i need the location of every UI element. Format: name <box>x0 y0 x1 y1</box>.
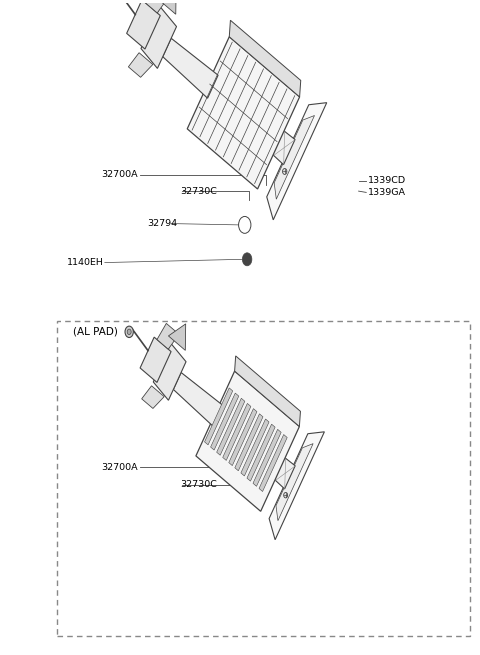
Bar <box>57 321 470 636</box>
Polygon shape <box>216 398 245 455</box>
Polygon shape <box>276 443 313 521</box>
Text: 32794: 32794 <box>147 219 178 228</box>
Text: 32700A: 32700A <box>101 170 138 179</box>
Polygon shape <box>187 37 300 189</box>
Polygon shape <box>253 429 281 486</box>
Polygon shape <box>128 52 153 77</box>
Polygon shape <box>235 356 300 426</box>
Circle shape <box>125 326 133 337</box>
Polygon shape <box>241 419 269 476</box>
Polygon shape <box>153 343 186 400</box>
Polygon shape <box>259 434 287 491</box>
Circle shape <box>284 493 288 498</box>
Text: 1140EH: 1140EH <box>67 258 104 267</box>
Polygon shape <box>145 0 169 13</box>
Polygon shape <box>211 393 239 450</box>
Polygon shape <box>163 38 218 98</box>
Polygon shape <box>204 388 233 445</box>
Circle shape <box>127 329 131 335</box>
Text: 1339GA: 1339GA <box>368 188 406 197</box>
Polygon shape <box>157 0 176 14</box>
Circle shape <box>283 168 287 174</box>
Polygon shape <box>214 82 295 164</box>
Polygon shape <box>173 373 224 428</box>
Polygon shape <box>229 409 257 466</box>
Polygon shape <box>140 337 171 383</box>
Polygon shape <box>142 386 164 409</box>
Polygon shape <box>157 324 179 349</box>
Polygon shape <box>274 115 314 199</box>
Polygon shape <box>267 103 327 220</box>
Polygon shape <box>141 7 177 68</box>
Polygon shape <box>269 432 324 540</box>
Polygon shape <box>229 20 301 97</box>
Polygon shape <box>220 413 295 489</box>
Text: 32700A: 32700A <box>101 462 138 472</box>
Polygon shape <box>127 0 160 49</box>
Text: 32730C: 32730C <box>180 187 217 196</box>
Polygon shape <box>247 424 275 481</box>
Polygon shape <box>196 371 300 512</box>
Circle shape <box>242 253 252 266</box>
Text: 1339CD: 1339CD <box>368 176 406 185</box>
Text: 32730C: 32730C <box>180 480 217 489</box>
Polygon shape <box>168 324 186 350</box>
Text: (AL PAD): (AL PAD) <box>73 326 118 337</box>
Polygon shape <box>223 403 251 460</box>
Polygon shape <box>235 414 263 471</box>
